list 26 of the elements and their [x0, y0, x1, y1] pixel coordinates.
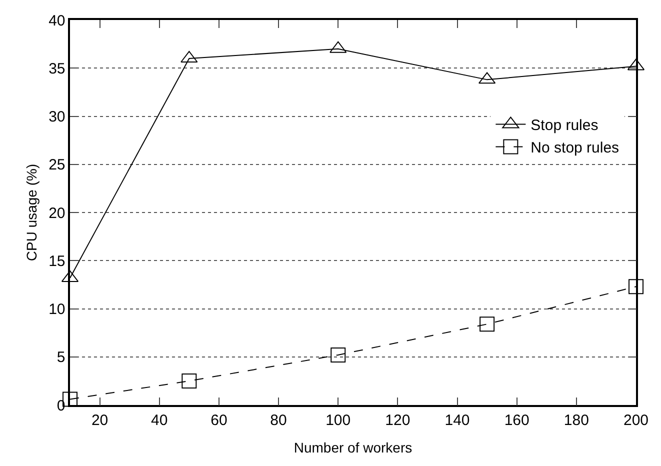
point	[628, 279, 644, 294]
x-tick-label: 40	[151, 412, 168, 429]
y-axis-title: CPU usage (%)	[24, 164, 40, 262]
x-tick-label: 120	[385, 412, 410, 429]
y-tick-label: 25	[48, 156, 66, 174]
point	[182, 373, 197, 388]
y-tick-label: 15	[48, 252, 66, 270]
point	[480, 316, 495, 332]
legend-label: Stop rules	[530, 117, 598, 134]
y-tick-label: 35	[48, 60, 66, 78]
x-tick-label: 80	[270, 412, 287, 429]
y-tick-label: 40	[48, 12, 66, 30]
point	[330, 347, 346, 362]
x-tick-label: 20	[91, 412, 108, 429]
y-tick-label: 20	[48, 204, 66, 222]
x-tick-label: 140	[444, 412, 470, 429]
x-axis-title: Number of workers	[294, 440, 412, 456]
x-tick-label: 200	[623, 412, 649, 429]
x-tick-label: 100	[326, 412, 351, 429]
x-tick-label: 160	[504, 412, 530, 429]
y-tick-label: 30	[48, 108, 66, 126]
legend-label: No stop rules	[530, 140, 620, 157]
x-tick-label: 60	[210, 412, 228, 429]
y-tick-label: 10	[48, 301, 66, 318]
y-tick-label: 5	[56, 349, 66, 366]
x-tick-label: 180	[564, 412, 589, 429]
